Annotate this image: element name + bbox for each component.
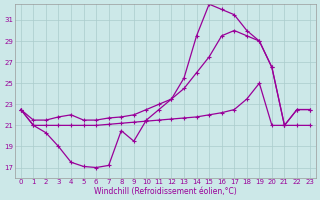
X-axis label: Windchill (Refroidissement éolien,°C): Windchill (Refroidissement éolien,°C): [94, 187, 236, 196]
